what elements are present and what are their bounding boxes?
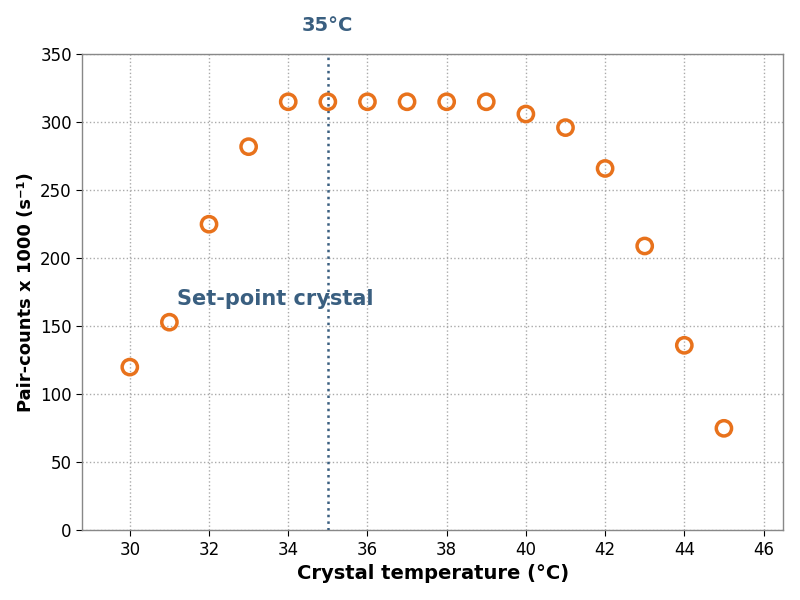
Text: 35°C: 35°C [302, 16, 354, 35]
Point [519, 109, 532, 119]
Point [123, 362, 136, 372]
Y-axis label: Pair-counts x 1000 (s⁻¹): Pair-counts x 1000 (s⁻¹) [17, 172, 34, 412]
Point [559, 123, 572, 133]
Text: Set-point crystal: Set-point crystal [178, 289, 374, 309]
X-axis label: Crystal temperature (°C): Crystal temperature (°C) [297, 565, 569, 583]
Point [361, 97, 374, 107]
Point [718, 424, 730, 433]
Point [322, 97, 334, 107]
Point [163, 317, 176, 327]
Point [480, 97, 493, 107]
Point [440, 97, 453, 107]
Point [401, 97, 414, 107]
Point [678, 341, 690, 350]
Point [638, 241, 651, 251]
Point [202, 220, 215, 229]
Point [242, 142, 255, 151]
Point [282, 97, 294, 107]
Point [598, 164, 611, 173]
